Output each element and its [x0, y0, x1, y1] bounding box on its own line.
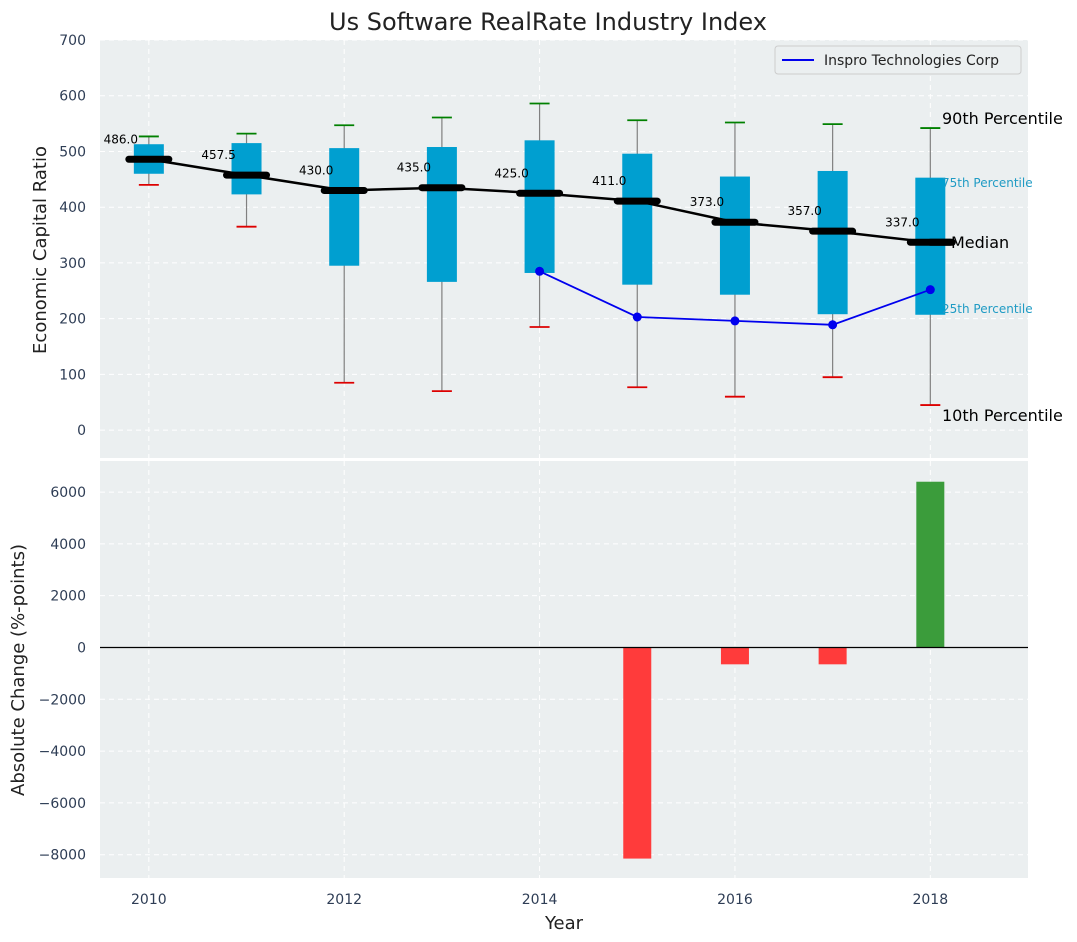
y-tick-label: −8000: [39, 848, 86, 864]
median-value-label-2014: 425.0: [494, 166, 528, 180]
box-iqr-2016: [719, 176, 750, 295]
annotation-25th-percentile: 25th Percentile: [942, 302, 1033, 316]
x-tick-label: 2014: [522, 892, 558, 908]
bar-panel-background: [100, 461, 1028, 878]
y-tick-label: 700: [59, 33, 86, 49]
company-point-2014: [535, 266, 545, 276]
x-axis-title: Year: [544, 913, 584, 934]
median-value-label-2012: 430.0: [299, 163, 333, 177]
box-iqr-2012: [329, 148, 360, 266]
annotation-median: Median: [951, 233, 1009, 252]
bar-2017: [818, 647, 847, 665]
company-point-2017: [828, 320, 838, 330]
median-value-label-2017: 357.0: [787, 204, 821, 218]
bar-panel-y-ticks: −8000 −6000 −4000 −2000 0 2000 4000 6000: [39, 485, 86, 864]
y-tick-label: −6000: [39, 796, 86, 812]
box-panel-background: [100, 40, 1028, 458]
y-tick-label: 6000: [50, 485, 86, 501]
box-iqr-2015: [622, 153, 653, 285]
bar-2015: [623, 647, 652, 859]
y-tick-label: 4000: [50, 537, 86, 553]
x-tick-label: 2018: [912, 892, 948, 908]
y-tick-label: 200: [59, 312, 86, 328]
box-iqr-2017: [817, 170, 848, 315]
bar-panel-y-axis-title: Absolute Change (%-points): [8, 544, 29, 796]
legend-label-company: Inspro Technologies Corp: [824, 53, 999, 69]
y-tick-label: 0: [77, 423, 86, 439]
box-panel-y-ticks: 0 100 200 300 400 500 600 700: [59, 33, 86, 439]
legend-frame: [774, 45, 1022, 75]
x-tick-label: 2010: [131, 892, 167, 908]
median-value-label-2011: 457.5: [201, 148, 235, 162]
company-series: [535, 266, 935, 330]
median-value-label-2016: 373.0: [690, 195, 724, 209]
y-tick-label: −2000: [39, 692, 86, 708]
y-tick-label: 300: [59, 256, 86, 272]
y-tick-label: 500: [59, 144, 86, 160]
bar-2018: [916, 481, 945, 648]
y-tick-label: 2000: [50, 589, 86, 605]
median-value-label-2013: 435.0: [397, 161, 431, 175]
median-value-label-2015: 411.0: [592, 174, 626, 188]
box-iqr-2011: [231, 143, 262, 195]
percentile-annotations: 90th Percentile 75th Percentile Median 2…: [942, 109, 1063, 425]
x-ticks: 2010 2012 2014 2016 2018: [131, 892, 948, 908]
chart-title: Us Software RealRate Industry Index: [329, 8, 767, 36]
company-point-2015: [632, 312, 642, 322]
x-tick-label: 2016: [717, 892, 753, 908]
y-tick-label: 0: [77, 640, 86, 656]
median-value-label-2018: 337.0: [885, 215, 919, 229]
annotation-90th-percentile: 90th Percentile: [942, 109, 1063, 128]
box-iqr-2014: [524, 140, 555, 273]
annotation-10th-percentile: 10th Percentile: [942, 406, 1063, 425]
legend: Inspro Technologies Corp: [774, 45, 1022, 75]
median-value-labels: 486.0 457.5 430.0 435.0 425.0 411.0 373.0 357.0…: [104, 132, 920, 229]
box-iqr-2013: [426, 147, 457, 282]
y-tick-label: 400: [59, 200, 86, 216]
bar-series: [623, 481, 945, 859]
y-tick-label: 600: [59, 89, 86, 105]
company-point-2016: [730, 316, 740, 326]
median-value-label-2010: 486.0: [104, 132, 138, 146]
box-panel-y-axis-title: Economic Capital Ratio: [30, 146, 51, 354]
x-tick-label: 2012: [326, 892, 362, 908]
box-series: [133, 102, 946, 406]
company-point-2018: [925, 285, 935, 295]
y-tick-label: −4000: [39, 744, 86, 760]
box-panel: 0 100 200 300 400 500 600 700 486.0 457.5 430.0 43…: [30, 33, 1063, 458]
median-trend-line: [125, 155, 956, 246]
bar-2016: [720, 647, 749, 665]
y-tick-label: 100: [59, 367, 86, 383]
annotation-75th-percentile: 75th Percentile: [942, 176, 1033, 190]
